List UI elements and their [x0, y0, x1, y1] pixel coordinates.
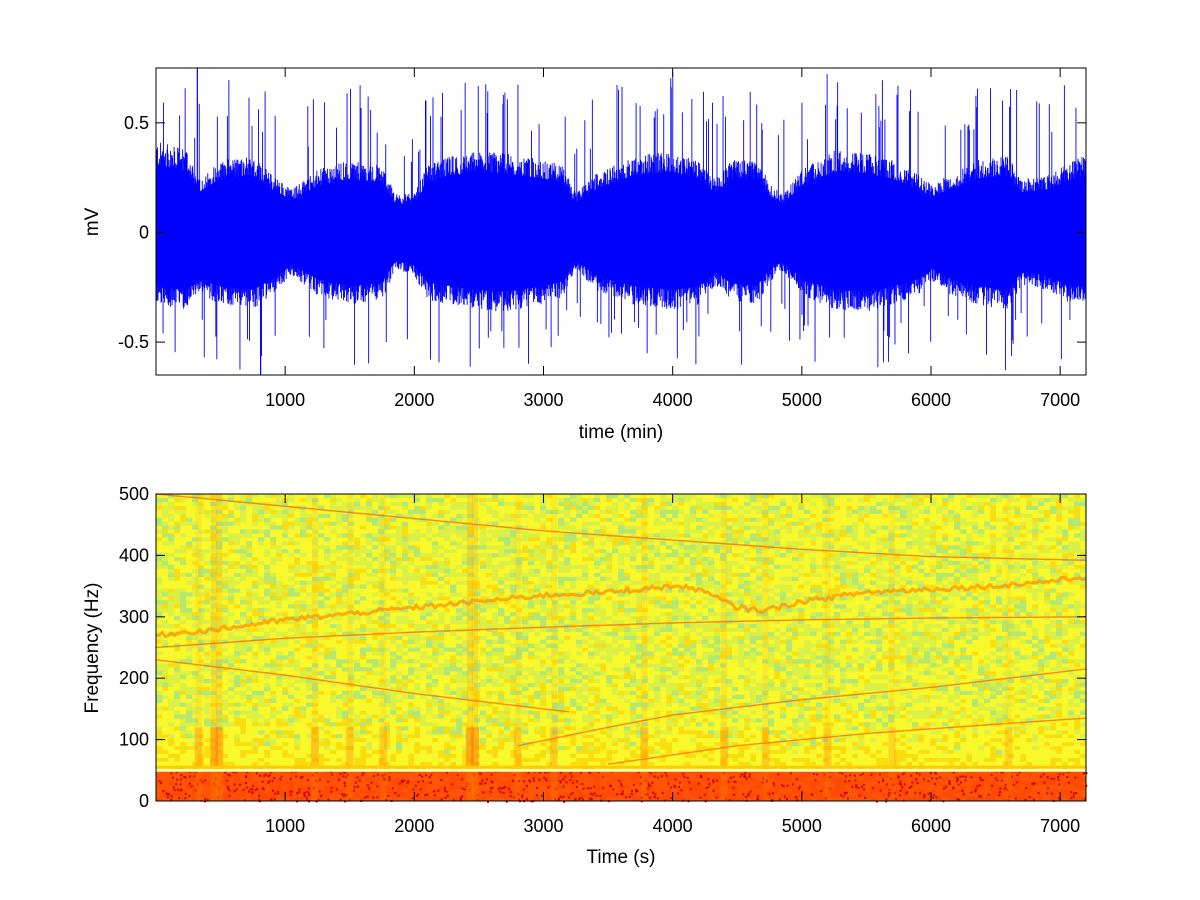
spectrogram-track — [607, 717, 1087, 765]
spectrogram-x-tick-label: 7000 — [1040, 816, 1080, 836]
spectrogram-y-tick-label: 300 — [119, 607, 149, 627]
spectrogram-burst — [889, 494, 896, 801]
signal-x-ticks: 1000 2000 3000 4000 5000 6000 7000 — [265, 68, 1080, 410]
spectrogram-x-tick-label: 6000 — [911, 816, 951, 836]
spectrogram-burst — [195, 494, 202, 801]
spectrogram-track — [155, 493, 1087, 561]
spectrogram-burst — [1005, 494, 1012, 801]
spectrogram-y-axis-label: Frequency (Hz) — [82, 583, 103, 714]
spectrogram-burst — [721, 494, 728, 801]
spectrogram-burst-low — [720, 727, 729, 801]
spectrogram-track — [155, 616, 1086, 649]
spectrogram-y-tick-label: 200 — [119, 668, 149, 688]
spectrogram-burst — [550, 494, 557, 801]
spectrogram-burst-low — [345, 727, 354, 801]
signal-x-tick-label: 4000 — [653, 390, 693, 410]
spectrogram-burst-low — [761, 727, 770, 801]
spectrogram-track — [155, 575, 1087, 639]
signal-y-ticks: -0.5 0 0.5 — [118, 113, 1086, 352]
spectrogram-x-tick-label: 2000 — [394, 816, 434, 836]
spectrogram-noise-cells — [156, 494, 1087, 802]
spectrogram-burst-low — [1004, 727, 1013, 801]
spectrogram-burst-low — [640, 727, 649, 801]
spectrogram-heatmap — [155, 493, 1088, 803]
signal-x-tick-label: 1000 — [265, 390, 305, 410]
spectrogram-burst — [380, 494, 387, 801]
spectrogram-track — [517, 668, 1087, 747]
signal-x-tick-label: 3000 — [523, 390, 563, 410]
spectrogram-burst-low — [210, 727, 219, 801]
spectrogram-burst — [216, 494, 223, 801]
spectrogram-burst-low — [549, 727, 558, 801]
signal-x-tick-label: 6000 — [911, 390, 951, 410]
spectrogram-hband — [156, 765, 1086, 769]
spectrogram-x-ticks: 1000 2000 3000 4000 5000 6000 7000 — [265, 494, 1080, 836]
signal-y-tick-label: -0.5 — [118, 332, 149, 352]
spectrogram-y-tick-label: 0 — [139, 791, 149, 811]
spectrogram-burst — [762, 494, 769, 801]
spectrogram-noise-cells — [156, 494, 1087, 755]
signal-x-tick-label: 2000 — [394, 390, 434, 410]
spectrogram-burst — [466, 494, 473, 801]
spectrogram-panel: 1000 2000 3000 4000 5000 6000 7000 0 100 200 300 4… — [82, 484, 1088, 868]
spectrogram-burst — [346, 494, 353, 801]
spectrogram-x-tick-label: 5000 — [782, 816, 822, 836]
spectrogram-axes-box — [155, 493, 1087, 802]
spectrogram-burst-low — [465, 727, 474, 801]
signal-x-tick-label: 7000 — [1040, 390, 1080, 410]
spectrogram-burst-low — [823, 727, 832, 801]
spectrogram-burst — [311, 494, 318, 801]
spectrogram-burst — [824, 494, 831, 801]
signal-core — [156, 164, 1086, 292]
spectrogram-x-tick-label: 3000 — [523, 816, 563, 836]
signal-x-tick-label: 5000 — [782, 390, 822, 410]
spectrogram-burst-low — [471, 727, 480, 801]
signal-axes-box — [155, 67, 1087, 376]
signal-x-axis-label: time (min) — [579, 422, 663, 443]
spectrogram-y-tick-label: 100 — [119, 730, 149, 750]
spectrogram-burst-low — [379, 727, 388, 801]
spectrogram-y-ticks: 0 100 200 300 400 500 — [119, 484, 1086, 811]
signal-y-tick-label: 0 — [139, 222, 149, 242]
spectrogram-burst-low — [513, 727, 522, 801]
spectrogram-burst — [641, 494, 648, 801]
spectrogram-y-tick-label: 400 — [119, 545, 149, 565]
spectrogram-burst — [211, 494, 218, 801]
spectrogram-burst — [472, 494, 479, 801]
spectrogram-low-band-speckle — [158, 770, 1088, 803]
spectrogram-burst-low — [194, 727, 203, 801]
spectrogram-burst — [514, 494, 521, 801]
spectrogram-y-tick-label: 500 — [119, 484, 149, 504]
spectrogram-noise-cells — [156, 494, 1087, 766]
signal-y-tick-label: 0.5 — [124, 113, 149, 133]
spectrogram-hband — [156, 768, 1086, 772]
spectrogram-burst-low — [215, 727, 224, 801]
spectrogram-x-tick-label: 1000 — [265, 816, 305, 836]
signal-y-axis-label: mV — [82, 207, 103, 236]
spectrogram-x-axis-label: Time (s) — [587, 847, 656, 868]
spectrogram-track — [155, 659, 570, 713]
spectrogram-burst-low — [310, 727, 319, 801]
spectrogram-burst-low — [888, 727, 897, 801]
signal-panel: 1000 2000 3000 4000 5000 6000 7000 -0.5 0 0.5 ti… — [82, 67, 1087, 443]
spectrogram-x-tick-label: 4000 — [653, 816, 693, 836]
